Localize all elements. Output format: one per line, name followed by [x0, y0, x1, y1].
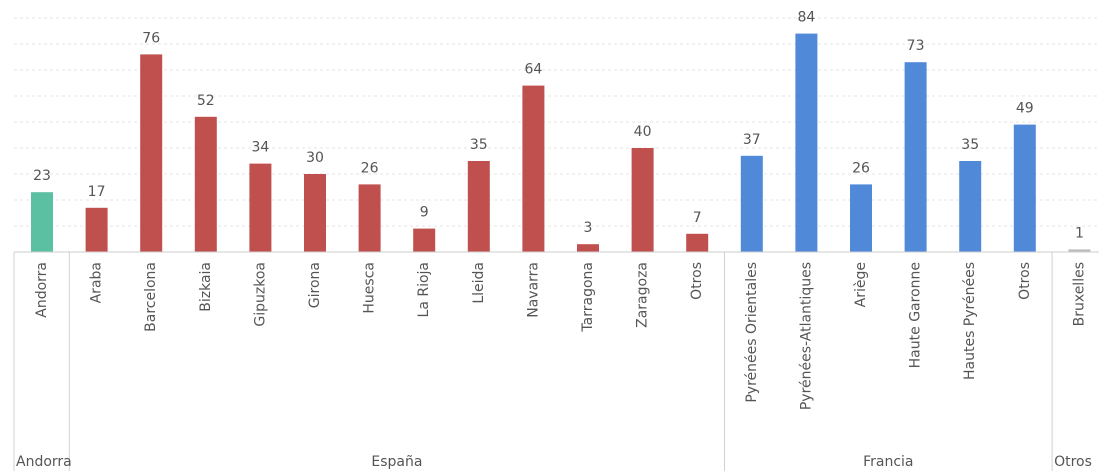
category-tick-label: Andorra: [34, 262, 50, 318]
data-label: 1: [1075, 225, 1084, 241]
category-tick-label: Araba: [89, 262, 105, 303]
bar[interactable]: [522, 85, 545, 252]
bar[interactable]: [31, 192, 53, 252]
category-tick-label: Zaragoza: [635, 262, 651, 328]
category-tick-label: Navarra: [525, 262, 541, 318]
data-label: 84: [797, 10, 815, 26]
data-label: 7: [693, 210, 702, 226]
category-tick-label: La Rioja: [416, 262, 432, 317]
category-tick-label: Huesca: [362, 262, 378, 314]
category-tick-label: Gipuzkoa: [252, 262, 268, 327]
category-tick-label: Tarragona: [580, 262, 596, 333]
bar[interactable]: [795, 33, 818, 252]
bars-layer: [31, 33, 1091, 253]
data-label: 23: [33, 168, 51, 184]
bar[interactable]: [1068, 249, 1091, 252]
data-label: 34: [251, 140, 269, 156]
data-label: 76: [142, 30, 160, 46]
bar[interactable]: [358, 184, 381, 252]
data-label: 73: [907, 38, 925, 54]
bar[interactable]: [304, 174, 326, 252]
bar[interactable]: [1013, 124, 1036, 252]
category-tick-label: Otros: [689, 262, 705, 300]
bar[interactable]: [904, 62, 927, 253]
data-label: 52: [197, 93, 215, 109]
bar[interactable]: [249, 163, 272, 252]
category-tick-label: Barcelona: [143, 262, 159, 332]
group-label: Otros: [1054, 454, 1092, 470]
bar[interactable]: [194, 116, 217, 252]
data-label: 35: [961, 137, 979, 153]
bar[interactable]: [631, 148, 654, 252]
bar[interactable]: [850, 184, 872, 252]
bar[interactable]: [740, 155, 763, 252]
group-label: Francia: [863, 454, 913, 470]
group-label: Andorra: [16, 454, 72, 470]
category-tick-label: Otros: [1017, 262, 1033, 300]
group-label: España: [371, 454, 422, 470]
category-tick-label: Girona: [307, 262, 323, 308]
category-tick-label: Hautes Pyrénées: [962, 262, 978, 380]
data-label: 37: [743, 132, 761, 148]
category-tick-label: Bruxelles: [1071, 262, 1087, 326]
bar[interactable]: [413, 228, 436, 252]
bar[interactable]: [85, 207, 108, 252]
data-label: 3: [584, 220, 593, 236]
data-label: 49: [1016, 101, 1034, 117]
category-tick-label: Bizkaia: [198, 262, 214, 312]
data-label: 64: [524, 62, 542, 78]
bar[interactable]: [577, 244, 599, 252]
data-label: 30: [306, 150, 324, 166]
bar[interactable]: [467, 161, 490, 252]
category-tick-label: Pyrénées Orientales: [744, 262, 760, 403]
category-axis: Andorra Araba Barcelona Bizkaia Gipuzkoa Giro…: [13, 251, 1099, 471]
data-label: 9: [420, 205, 429, 221]
category-tick-label: Ariège: [853, 262, 869, 307]
category-tick-label: Haute Garonne: [908, 262, 924, 368]
category-tick-label: Lleida: [471, 262, 487, 304]
bar[interactable]: [686, 233, 709, 252]
data-label: 26: [852, 160, 870, 176]
bar[interactable]: [959, 161, 982, 252]
data-label: 35: [470, 137, 488, 153]
value-labels-layer: 23 17 76 52 34 30 26 9 35 64 3 40 7 37 84 26 73 35 49 1: [33, 10, 1084, 242]
gridlines: [14, 17, 1099, 227]
category-tick-label: Pyrénées-Atlantiques: [798, 262, 814, 410]
bar[interactable]: [140, 54, 163, 253]
data-label: 40: [634, 124, 652, 140]
data-label: 17: [88, 184, 106, 200]
data-label: 26: [361, 160, 379, 176]
